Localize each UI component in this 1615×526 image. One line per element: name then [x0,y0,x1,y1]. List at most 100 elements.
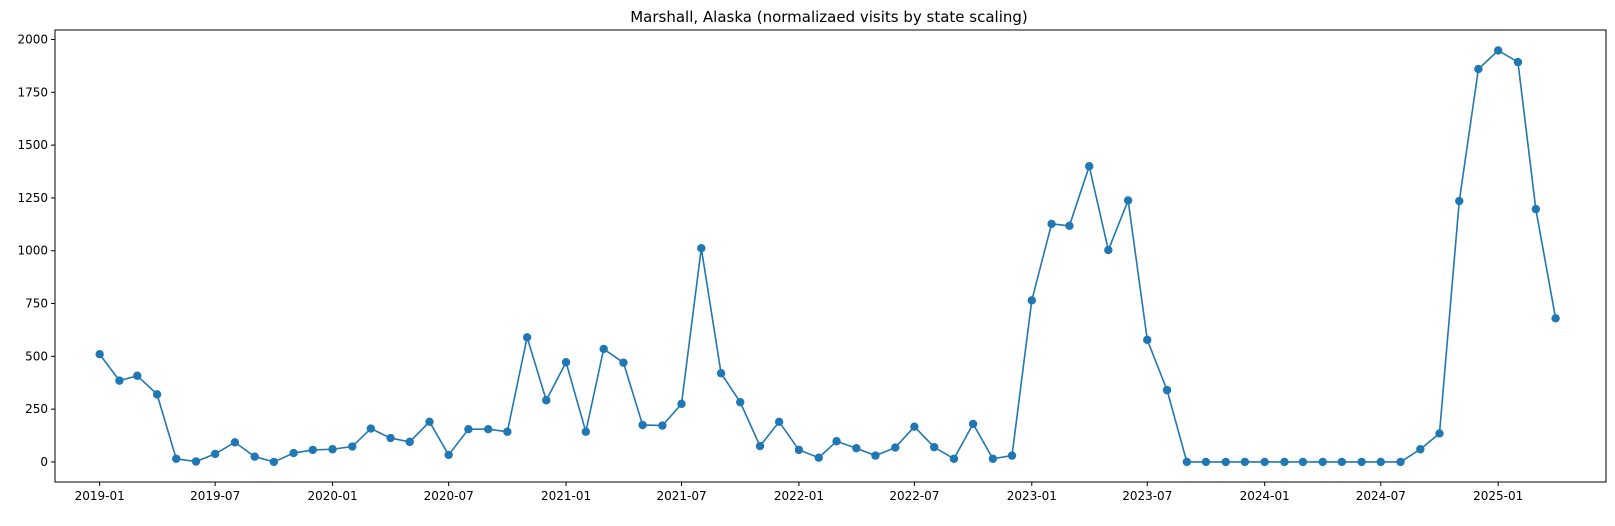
data-point [677,399,686,409]
data-point [444,450,453,460]
data-point [1201,457,1211,467]
y-axis: 0 250 500 750 1000 1250 1500 1750 2000 [17,33,55,469]
data-point [1143,335,1152,345]
data-point [1027,296,1036,305]
data-point [852,444,861,453]
data-point [910,422,919,431]
data-point [1298,457,1308,467]
data-point [191,457,201,466]
data-point [386,433,395,443]
data-point [1474,64,1483,74]
data-point [638,420,647,430]
data-point [1065,221,1074,230]
data-point [115,376,124,385]
data-point [774,417,784,426]
data-point [522,333,532,342]
data-point [929,442,939,452]
y-tick-label: 2000 [17,33,48,47]
data-point [1416,445,1425,454]
data-point [269,457,279,467]
data-point [755,441,765,451]
data-point [891,443,900,452]
y-tick-label: 1000 [17,244,48,258]
data-point [1221,457,1230,467]
data-point [968,419,978,429]
series-group [95,46,1560,467]
data-point [1280,457,1289,467]
data-point [1455,196,1464,206]
data-point [1007,451,1017,460]
data-point [210,449,220,459]
data-point [581,427,591,436]
data-point [1513,57,1523,67]
x-tick-label: 2019-01 [75,489,125,503]
data-point [95,350,104,359]
series-line [99,49,1557,463]
data-point [1551,314,1560,323]
y-tick-label: 750 [25,297,48,311]
data-point [348,442,357,451]
data-point [1337,457,1347,467]
y-tick-label: 1750 [17,85,48,99]
x-tick-label: 2024-07 [1356,489,1406,503]
data-point [716,369,726,378]
data-point [1260,457,1269,467]
y-tick-label: 0 [40,455,48,469]
x-tick-label: 2020-01 [307,489,357,503]
data-point [988,454,998,463]
data-point [1376,457,1385,467]
x-tick-label: 2021-07 [656,489,706,503]
x-tick-label: 2019-07 [190,489,240,503]
x-tick-label: 2024-01 [1240,489,1290,503]
data-point [1357,457,1366,467]
data-point [1047,219,1056,229]
x-axis: 2019-01 2019-07 2020-01 2020-07 2021-01 2021-… [75,482,1523,503]
data-point [1240,457,1250,467]
plot-area [54,29,1607,483]
data-point [308,445,317,455]
data-point [484,425,493,434]
data-point [1123,196,1133,205]
x-tick-label: 2020-07 [424,489,474,503]
x-tick-label: 2022-07 [889,489,939,503]
y-tick-label: 250 [25,402,48,416]
data-point [464,425,473,434]
data-point [405,437,414,447]
data-point [542,396,551,405]
x-tick-label: 2023-07 [1122,489,1172,503]
data-point [425,417,434,426]
data-point [230,438,240,447]
data-point [1493,46,1503,55]
chart-title: Marshall, Alaska (normalizaed visits by … [630,8,1028,26]
data-point [794,445,804,455]
data-point [1162,385,1172,395]
data-point [1396,457,1405,467]
data-point [697,243,706,253]
data-point [871,451,880,460]
data-point [133,371,142,380]
data-point [814,453,823,462]
y-tick-label: 500 [25,349,48,363]
data-point [599,344,608,354]
data-point [152,390,162,399]
data-point [1531,204,1541,214]
data-point [1104,245,1113,255]
x-tick-label: 2021-01 [541,489,591,503]
data-point [1182,457,1192,467]
data-point [832,437,841,446]
x-tick-label: 2023-01 [1007,489,1057,503]
data-point [561,358,571,367]
data-point [250,452,259,461]
data-point [328,445,337,454]
data-point [658,421,667,430]
y-tick-label: 1500 [17,138,48,152]
x-tick-label: 2025-01 [1473,489,1523,503]
data-point [1085,162,1094,171]
data-point [289,448,298,458]
y-tick-label: 1250 [17,191,48,205]
data-point [949,454,959,463]
data-point [1318,457,1327,467]
x-tick-label: 2022-01 [774,489,824,503]
data-point [736,397,745,407]
